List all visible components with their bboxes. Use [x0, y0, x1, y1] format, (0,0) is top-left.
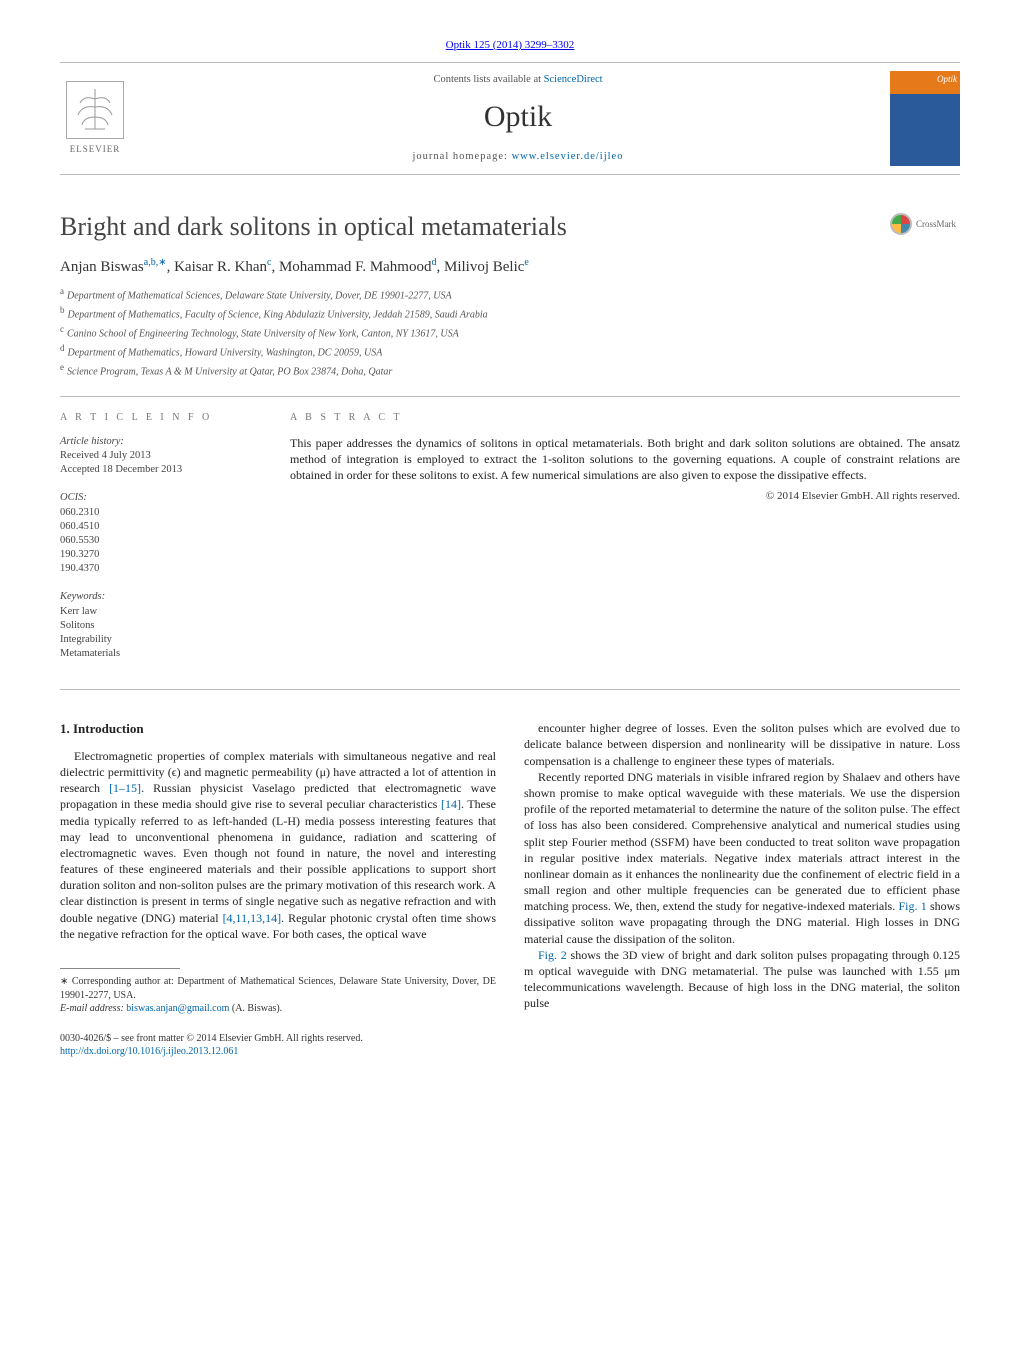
affiliation: aDepartment of Mathematical Sciences, De… — [60, 285, 960, 303]
contents-available: Contents lists available at ScienceDirec… — [146, 73, 890, 87]
cover-title: Optik — [937, 73, 957, 85]
author-list: Anjan Biswasa,b,∗, Kaisar R. Khanc, Moha… — [60, 256, 960, 277]
abstract-panel: a b s t r a c t This paper addresses the… — [270, 397, 960, 689]
history-line: Accepted 18 December 2013 — [60, 463, 254, 477]
ref-link[interactable]: [14] — [441, 797, 461, 811]
elsevier-tree-icon — [66, 81, 124, 139]
history-line: Received 4 July 2013 — [60, 449, 254, 463]
header-center: Contents lists available at ScienceDirec… — [146, 73, 890, 164]
sciencedirect-link[interactable]: ScienceDirect — [544, 74, 603, 85]
email-who: (A. Biswas). — [229, 1003, 282, 1014]
right-column: encounter higher degree of losses. Even … — [524, 720, 960, 1058]
history-header: Article history: — [60, 435, 254, 449]
ocis-code: 060.2310 — [60, 506, 254, 520]
author: Anjan Biswasa,b,∗ — [60, 259, 167, 275]
figure-link[interactable]: Fig. 2 — [538, 948, 567, 962]
affiliation: eScience Program, Texas A & M University… — [60, 361, 960, 379]
ocis-code: 190.4370 — [60, 562, 254, 576]
author: Mohammad F. Mahmoodd — [279, 259, 437, 275]
affiliation: bDepartment of Mathematics, Faculty of S… — [60, 304, 960, 322]
figure-link[interactable]: Fig. 1 — [898, 899, 926, 913]
ocis-code: 060.4510 — [60, 520, 254, 534]
article-info-label: a r t i c l e i n f o — [60, 411, 254, 425]
doi-link[interactable]: http://dx.doi.org/10.1016/j.ijleo.2013.1… — [60, 1046, 238, 1057]
intro-para-1: Electromagnetic properties of complex ma… — [60, 748, 496, 942]
abstract-label: a b s t r a c t — [290, 411, 960, 425]
section-1-heading: 1. Introduction — [60, 720, 496, 738]
author: Milivoj Belice — [444, 259, 529, 275]
ref-link[interactable]: [1–15] — [109, 781, 141, 795]
intro-para-4: Fig. 2 shows the 3D view of bright and d… — [524, 947, 960, 1012]
corr-email-link[interactable]: biswas.anjan@gmail.com — [126, 1003, 229, 1014]
journal-cover-thumb: Optik — [890, 71, 960, 166]
article-info-panel: a r t i c l e i n f o Article history: R… — [60, 397, 270, 689]
abstract-copyright: © 2014 Elsevier GmbH. All rights reserve… — [290, 489, 960, 504]
top-citation: Optik 125 (2014) 3299–3302 — [60, 38, 960, 53]
email-label: E-mail address: — [60, 1003, 126, 1014]
keyword: Solitons — [60, 619, 254, 633]
affiliation-list: aDepartment of Mathematical Sciences, De… — [60, 285, 960, 378]
crossmark-badge[interactable]: CrossMark — [890, 209, 960, 239]
author: Kaisar R. Khanc — [174, 259, 271, 275]
keywords-header: Keywords: — [60, 590, 254, 604]
crossmark-icon — [890, 213, 912, 235]
left-column: 1. Introduction Electromagnetic properti… — [60, 720, 496, 1058]
intro-para-3: Recently reported DNG materials in visib… — [524, 769, 960, 947]
journal-homepage: journal homepage: www.elsevier.de/ijleo — [146, 150, 890, 164]
footnote-rule — [60, 968, 180, 969]
journal-header: ELSEVIER Contents lists available at Sci… — [60, 62, 960, 175]
keyword: Metamaterials — [60, 647, 254, 661]
keyword: Kerr law — [60, 605, 254, 619]
issn-line: 0030-4026/$ – see front matter © 2014 El… — [60, 1032, 496, 1046]
affiliation: cCanino School of Engineering Technology… — [60, 323, 960, 341]
body-columns: 1. Introduction Electromagnetic properti… — [60, 720, 960, 1058]
ref-link[interactable]: [4,11,13,14] — [223, 911, 282, 925]
elsevier-wordmark: ELSEVIER — [70, 143, 121, 155]
journal-name: Optik — [146, 97, 890, 138]
keyword: Integrability — [60, 633, 254, 647]
paper-title: Bright and dark solitons in optical meta… — [60, 209, 890, 244]
ocis-code: 190.3270 — [60, 548, 254, 562]
ocis-code: 060.5530 — [60, 534, 254, 548]
front-matter-block: 0030-4026/$ – see front matter © 2014 El… — [60, 1032, 496, 1059]
abstract-text: This paper addresses the dynamics of sol… — [290, 435, 960, 484]
corr-author-text: ∗ Corresponding author at: Department of… — [60, 975, 496, 1002]
corresponding-footnote: ∗ Corresponding author at: Department of… — [60, 975, 496, 1016]
intro-para-2: encounter higher degree of losses. Even … — [524, 720, 960, 769]
elsevier-logo: ELSEVIER — [60, 77, 130, 159]
ocis-header: OCIS: — [60, 491, 254, 505]
affiliation: dDepartment of Mathematics, Howard Unive… — [60, 342, 960, 360]
journal-homepage-link[interactable]: www.elsevier.de/ijleo — [512, 151, 624, 162]
top-citation-link[interactable]: Optik 125 (2014) 3299–3302 — [446, 39, 575, 51]
